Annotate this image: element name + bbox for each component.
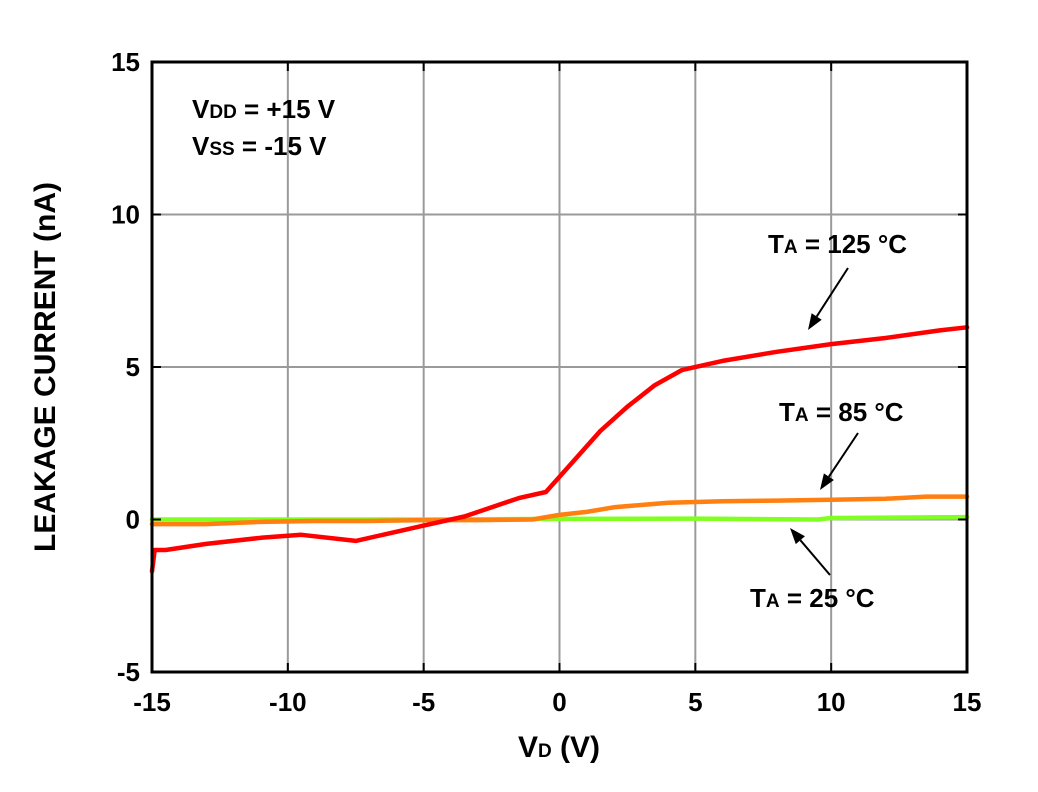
x-tick-label: -15 xyxy=(133,687,171,717)
y-tick-label: 0 xyxy=(126,505,140,535)
arrow-85c xyxy=(820,432,859,490)
x-tick-labels: -15 -10 -5 0 5 10 15 xyxy=(133,687,981,717)
annotation-arrows xyxy=(790,267,859,576)
y-tick-label: 10 xyxy=(111,200,140,230)
series-label-125c: TA = 125 °C xyxy=(768,229,907,259)
y-tick-label: -5 xyxy=(117,657,140,687)
x-tick-label: -10 xyxy=(269,687,307,717)
x-tick-label: 0 xyxy=(552,687,566,717)
x-axis-title: VD (V) xyxy=(518,731,600,764)
x-tick-label: -5 xyxy=(412,687,435,717)
y-tick-label: 5 xyxy=(126,352,140,382)
vdd-condition-label: VDD = +15 V xyxy=(192,94,336,124)
series-line-25c xyxy=(149,514,970,522)
tick-marks xyxy=(151,61,968,673)
series-label-85c: TA = 85 °C xyxy=(779,397,904,427)
x-tick-label: 15 xyxy=(953,687,982,717)
arrow-125c xyxy=(808,267,849,330)
arrow-25c xyxy=(790,528,831,576)
x-tick-label: 5 xyxy=(688,687,702,717)
x-tick-label: 10 xyxy=(817,687,846,717)
series-line-85c xyxy=(149,494,970,527)
y-tick-label: 15 xyxy=(111,47,140,77)
vss-condition-label: VSS = -15 V xyxy=(192,131,327,161)
series-label-25c: TA = 25 °C xyxy=(750,583,875,613)
series-line-125c xyxy=(149,325,970,574)
y-tick-labels: -5 0 5 10 15 xyxy=(111,47,140,687)
y-axis-title: LEAKAGE CURRENT (nA) xyxy=(29,182,62,552)
series-layer xyxy=(149,325,970,574)
